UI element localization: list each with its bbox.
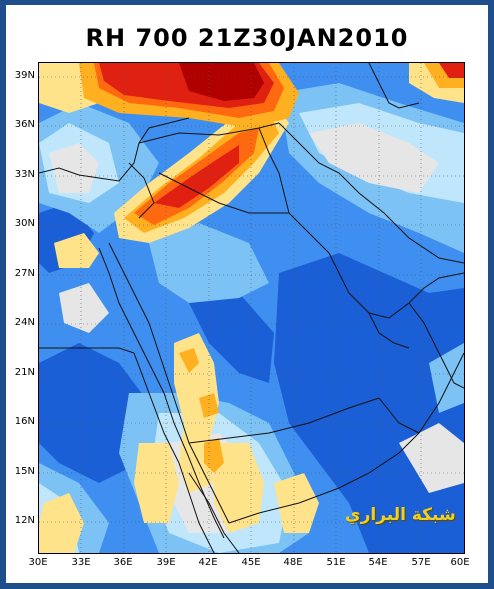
lon-label: 45E [241, 557, 261, 568]
field-neutral2 [309, 123, 439, 193]
coast-iran [278, 122, 464, 264]
lat-label: 21N [14, 367, 35, 378]
field-moister-yemen [204, 438, 224, 473]
lat-label: 36N [14, 119, 35, 130]
lat-label: 27N [14, 268, 35, 279]
field-moist-yemen1 [134, 443, 179, 523]
lon-label: 54E [368, 557, 388, 568]
coast-mediterranean [39, 117, 190, 182]
border-saudi-iraq [158, 172, 289, 214]
lon-label: 39E [156, 557, 176, 568]
map-title: RH 700 21Z30JAN2010 [85, 24, 409, 52]
field-neutral4 [59, 283, 109, 333]
lat-label: 30N [14, 218, 35, 229]
field-very-dry-east [274, 253, 464, 553]
field-very-dry-se [409, 483, 464, 553]
border-egypt-sudan [39, 347, 135, 354]
lon-label: 36E [113, 557, 133, 568]
lon-label: 57E [411, 557, 431, 568]
border-jordan [128, 162, 155, 219]
lat-label: 33N [14, 169, 35, 180]
lat-lon-grid [39, 63, 464, 553]
lon-label: 42E [198, 557, 218, 568]
border-ethiopia [178, 462, 215, 553]
field-neutral5 [399, 423, 464, 493]
coast-oman [408, 302, 464, 389]
lat-label: 16N [14, 416, 35, 427]
field-moist-west3 [39, 493, 84, 553]
coast-red-sea-east [108, 242, 230, 524]
border-sudan-eritrea [133, 352, 180, 464]
field-mod-dry-band6 [429, 343, 464, 413]
field-very-wet-ne [439, 63, 464, 78]
field-moist-yemen2 [214, 443, 264, 533]
field-moist-yemen3 [274, 473, 319, 533]
field-moist-west2 [54, 233, 99, 268]
coast-caspian [368, 63, 420, 109]
border-uae [368, 312, 410, 349]
watermark-logo-text: شبكة البراري [345, 505, 456, 525]
lat-label: 39N [14, 70, 35, 81]
coastlines-borders [39, 63, 464, 553]
lon-label: 48E [283, 557, 303, 568]
field-very-dry-central [189, 293, 274, 383]
lat-label: 15N [14, 466, 35, 477]
coast-africa-horn [188, 472, 240, 553]
lon-label: 51E [326, 557, 346, 568]
border-syria-turkey [138, 122, 280, 144]
border-iraq-iran [258, 127, 290, 214]
lon-label: 60E [450, 557, 470, 568]
field-saturated-top [179, 63, 264, 101]
lon-label: 33E [71, 557, 91, 568]
field-very-wet-north [154, 145, 239, 208]
lon-label: 30E [28, 557, 48, 568]
lat-label: 12N [14, 515, 35, 526]
border-yemen-oman [378, 397, 420, 434]
field-neutral1 [49, 143, 99, 193]
field-moister-red-sea2 [199, 393, 219, 418]
border-saudi-yemen [188, 397, 380, 444]
humidity-field [39, 63, 464, 553]
map-plot-area [38, 62, 465, 554]
field-moister-red-sea [179, 348, 199, 373]
lat-label: 24N [14, 317, 35, 328]
coast-gulf-aden [228, 352, 464, 524]
